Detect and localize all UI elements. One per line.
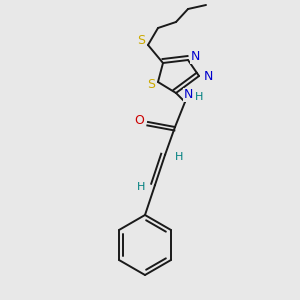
Text: N: N	[183, 88, 193, 101]
Text: N: N	[190, 50, 200, 64]
Text: H: H	[175, 152, 183, 162]
Text: H: H	[137, 182, 145, 192]
Text: N: N	[203, 70, 213, 83]
Text: H: H	[195, 92, 203, 102]
Text: S: S	[137, 34, 145, 47]
Text: O: O	[134, 115, 144, 128]
Text: S: S	[147, 77, 155, 91]
